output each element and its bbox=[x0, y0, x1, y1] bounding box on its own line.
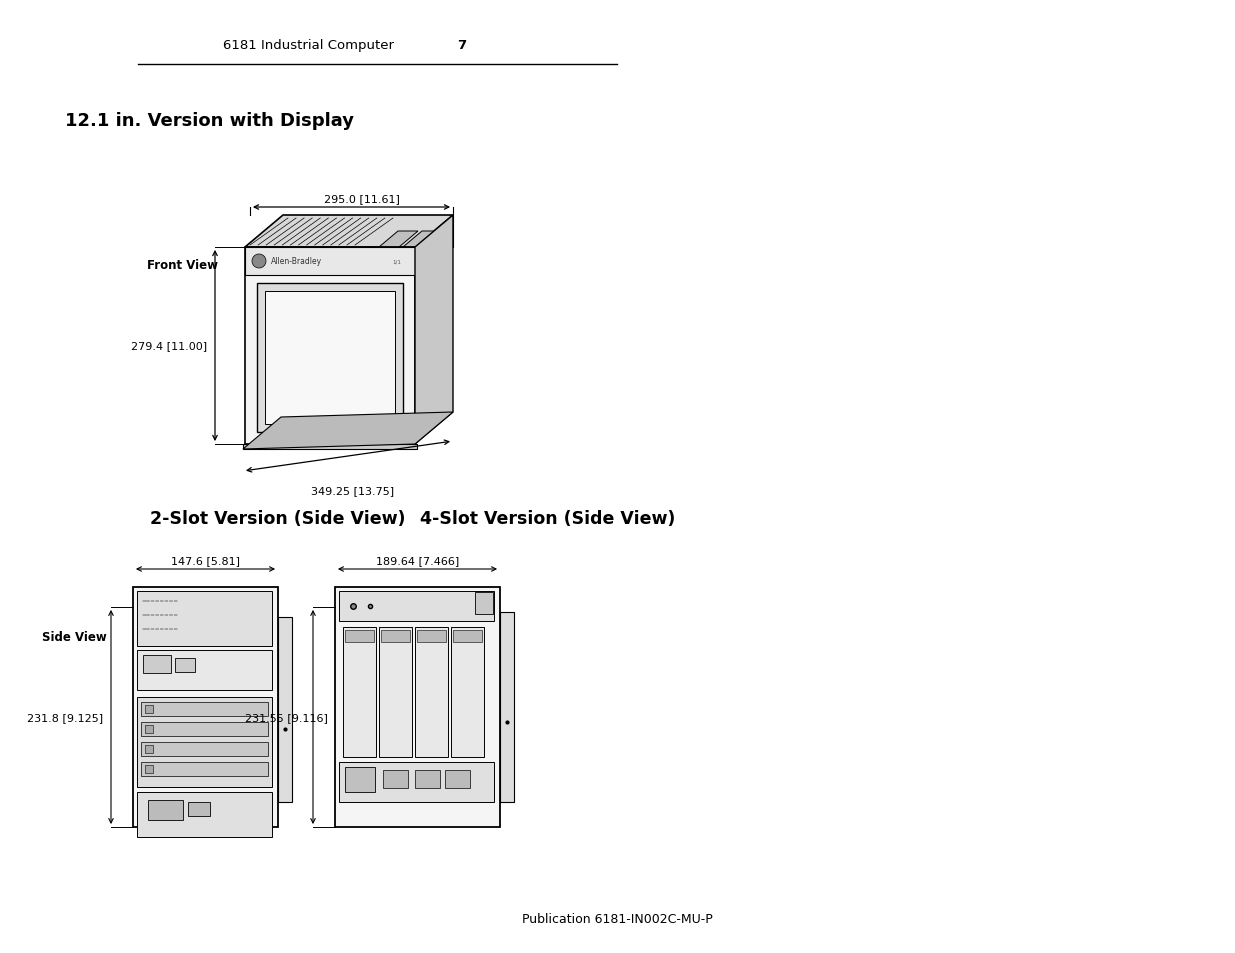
Text: 189.64 [7.466]: 189.64 [7.466] bbox=[375, 556, 459, 565]
Text: 349.25 [13.75]: 349.25 [13.75] bbox=[311, 485, 394, 496]
Bar bbox=[335, 587, 500, 827]
Bar bbox=[257, 284, 403, 433]
Polygon shape bbox=[379, 232, 417, 248]
Bar bbox=[278, 618, 291, 802]
Bar bbox=[343, 627, 375, 758]
Polygon shape bbox=[415, 215, 453, 444]
Bar bbox=[141, 702, 268, 717]
Bar bbox=[383, 770, 408, 788]
Bar bbox=[188, 802, 210, 816]
Bar bbox=[451, 627, 484, 758]
Text: 279.4 [11.00]: 279.4 [11.00] bbox=[131, 341, 207, 351]
Text: 12.1 in. Version with Display: 12.1 in. Version with Display bbox=[65, 112, 354, 130]
Bar bbox=[137, 592, 272, 646]
Bar bbox=[345, 630, 374, 642]
Text: Allen-Bradley: Allen-Bradley bbox=[270, 257, 322, 266]
Polygon shape bbox=[243, 413, 453, 450]
Bar bbox=[144, 745, 153, 753]
Text: 295.0 [11.61]: 295.0 [11.61] bbox=[324, 193, 399, 204]
Bar bbox=[141, 762, 268, 776]
Text: 231.8 [9.125]: 231.8 [9.125] bbox=[27, 712, 103, 722]
Bar bbox=[338, 592, 494, 621]
Bar bbox=[266, 292, 395, 424]
Bar bbox=[243, 444, 417, 450]
Bar bbox=[148, 801, 183, 821]
Bar bbox=[144, 705, 153, 713]
Bar bbox=[144, 765, 153, 773]
Bar bbox=[137, 650, 272, 690]
Bar bbox=[137, 792, 272, 837]
Text: 147.6 [5.81]: 147.6 [5.81] bbox=[170, 556, 240, 565]
Text: Front View: Front View bbox=[147, 259, 219, 273]
Circle shape bbox=[252, 254, 266, 269]
Bar bbox=[141, 742, 268, 757]
Text: 231.55 [9.116]: 231.55 [9.116] bbox=[245, 712, 327, 722]
Bar bbox=[144, 725, 153, 733]
Bar bbox=[445, 770, 471, 788]
Text: 6181 Industrial Computer: 6181 Industrial Computer bbox=[222, 39, 394, 52]
Bar bbox=[415, 627, 448, 758]
Bar bbox=[143, 656, 170, 673]
Bar bbox=[245, 248, 415, 444]
Bar bbox=[382, 630, 410, 642]
Bar bbox=[345, 767, 375, 792]
Bar bbox=[379, 627, 412, 758]
Text: Publication 6181-IN002C-MU-P: Publication 6181-IN002C-MU-P bbox=[521, 913, 713, 925]
Polygon shape bbox=[403, 232, 440, 248]
Text: ========: ======== bbox=[141, 598, 178, 604]
Text: Side View: Side View bbox=[42, 631, 106, 644]
Text: 4-Slot Version (Side View): 4-Slot Version (Side View) bbox=[420, 510, 676, 527]
Bar bbox=[338, 762, 494, 802]
Bar bbox=[417, 630, 446, 642]
Bar bbox=[453, 630, 482, 642]
Bar bbox=[137, 698, 272, 787]
Text: 7: 7 bbox=[457, 39, 467, 52]
Bar bbox=[133, 587, 278, 827]
Bar bbox=[500, 613, 514, 802]
Bar bbox=[475, 593, 493, 615]
Bar bbox=[415, 770, 440, 788]
Bar bbox=[141, 722, 268, 737]
Text: 2-Slot Version (Side View): 2-Slot Version (Side View) bbox=[149, 510, 405, 527]
Bar bbox=[245, 248, 415, 275]
Polygon shape bbox=[245, 215, 453, 248]
Bar bbox=[175, 659, 195, 672]
Text: ========: ======== bbox=[141, 627, 178, 632]
Text: ========: ======== bbox=[141, 613, 178, 618]
Text: 1/1: 1/1 bbox=[393, 259, 401, 264]
